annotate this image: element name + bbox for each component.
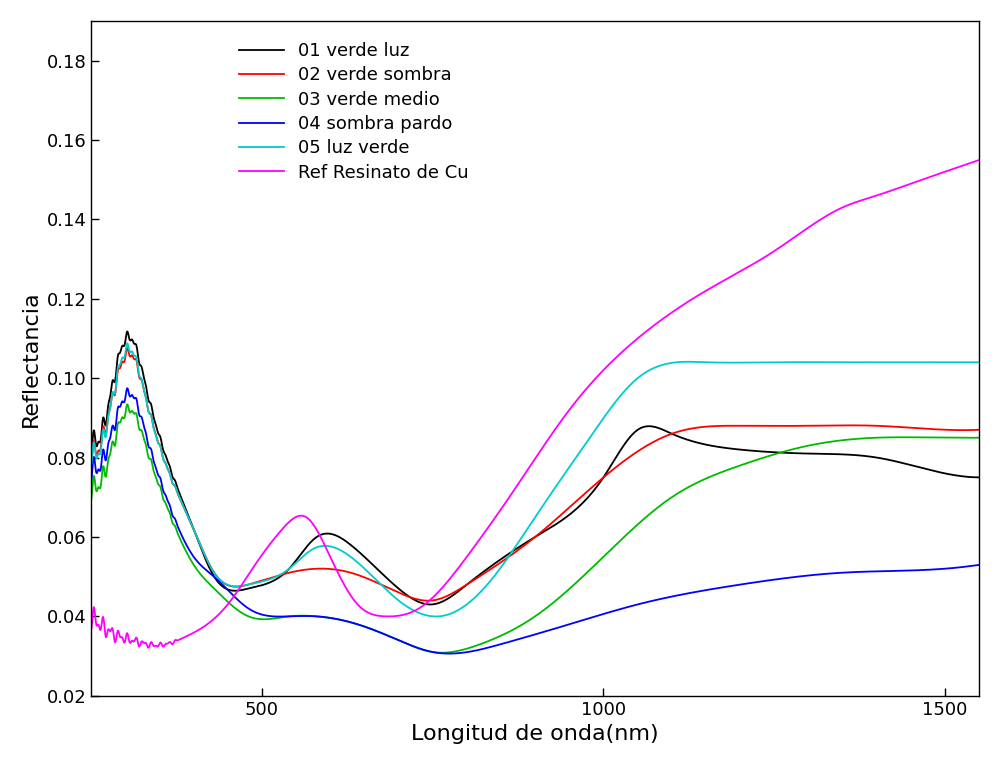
05 luz verde	[973, 358, 985, 367]
03 verde medio	[239, 610, 251, 620]
Ref Resinato de Cu	[956, 161, 968, 171]
02 verde sombra	[956, 425, 968, 435]
05 luz verde	[861, 358, 873, 367]
04 sombra pardo	[973, 560, 985, 569]
03 verde medio	[465, 643, 477, 652]
Line: 01 verde luz: 01 verde luz	[91, 331, 979, 604]
Ref Resinato de Cu	[973, 155, 985, 164]
Ref Resinato de Cu	[426, 594, 438, 603]
02 verde sombra	[239, 581, 251, 590]
02 verde sombra	[422, 596, 434, 605]
Line: 02 verde sombra: 02 verde sombra	[91, 348, 979, 601]
01 verde luz	[956, 472, 968, 481]
Ref Resinato de Cu	[239, 575, 251, 584]
04 sombra pardo	[956, 562, 968, 571]
02 verde sombra	[85, 460, 97, 469]
04 sombra pardo	[187, 551, 199, 560]
02 verde sombra	[861, 421, 873, 430]
05 luz verde	[956, 358, 968, 367]
05 luz verde	[85, 461, 97, 470]
02 verde sombra	[465, 578, 477, 587]
05 luz verde	[465, 597, 477, 606]
02 verde sombra	[426, 596, 438, 605]
03 verde medio	[85, 495, 97, 504]
01 verde luz	[861, 451, 873, 461]
01 verde luz	[187, 522, 199, 532]
04 sombra pardo	[861, 567, 873, 576]
Line: 03 verde medio: 03 verde medio	[91, 404, 979, 653]
04 sombra pardo	[443, 649, 455, 658]
02 verde sombra	[187, 522, 199, 532]
Ref Resinato de Cu	[187, 629, 199, 638]
04 sombra pardo	[239, 602, 251, 611]
01 verde luz	[465, 577, 477, 586]
05 luz verde	[121, 339, 133, 348]
05 luz verde	[187, 522, 199, 532]
04 sombra pardo	[465, 647, 477, 656]
03 verde medio	[861, 434, 873, 443]
03 verde medio	[426, 647, 438, 656]
03 verde medio	[187, 558, 199, 568]
Ref Resinato de Cu	[85, 626, 97, 635]
03 verde medio	[436, 648, 448, 657]
01 verde luz	[239, 584, 251, 594]
04 sombra pardo	[426, 647, 438, 656]
Legend: 01 verde luz, 02 verde sombra, 03 verde medio, 04 sombra pardo, 05 luz verde, Re: 01 verde luz, 02 verde sombra, 03 verde …	[233, 37, 474, 187]
04 sombra pardo	[121, 383, 133, 392]
02 verde sombra	[121, 343, 133, 353]
03 verde medio	[121, 399, 133, 409]
Ref Resinato de Cu	[464, 547, 476, 556]
Line: 05 luz verde: 05 luz verde	[91, 343, 979, 617]
Y-axis label: Reflectancia: Reflectancia	[21, 290, 41, 427]
X-axis label: Longitud de onda(nm): Longitud de onda(nm)	[411, 724, 659, 744]
Line: 04 sombra pardo: 04 sombra pardo	[91, 388, 979, 653]
Line: Ref Resinato de Cu: Ref Resinato de Cu	[91, 160, 979, 648]
05 luz verde	[430, 612, 442, 621]
01 verde luz	[973, 473, 985, 482]
01 verde luz	[121, 327, 133, 336]
01 verde luz	[424, 600, 436, 609]
03 verde medio	[956, 433, 968, 442]
01 verde luz	[85, 448, 97, 457]
03 verde medio	[973, 433, 985, 442]
04 sombra pardo	[85, 476, 97, 485]
05 luz verde	[426, 612, 438, 621]
02 verde sombra	[973, 425, 985, 435]
01 verde luz	[426, 600, 438, 609]
Ref Resinato de Cu	[860, 194, 872, 203]
Ref Resinato de Cu	[143, 643, 155, 653]
05 luz verde	[239, 581, 251, 590]
